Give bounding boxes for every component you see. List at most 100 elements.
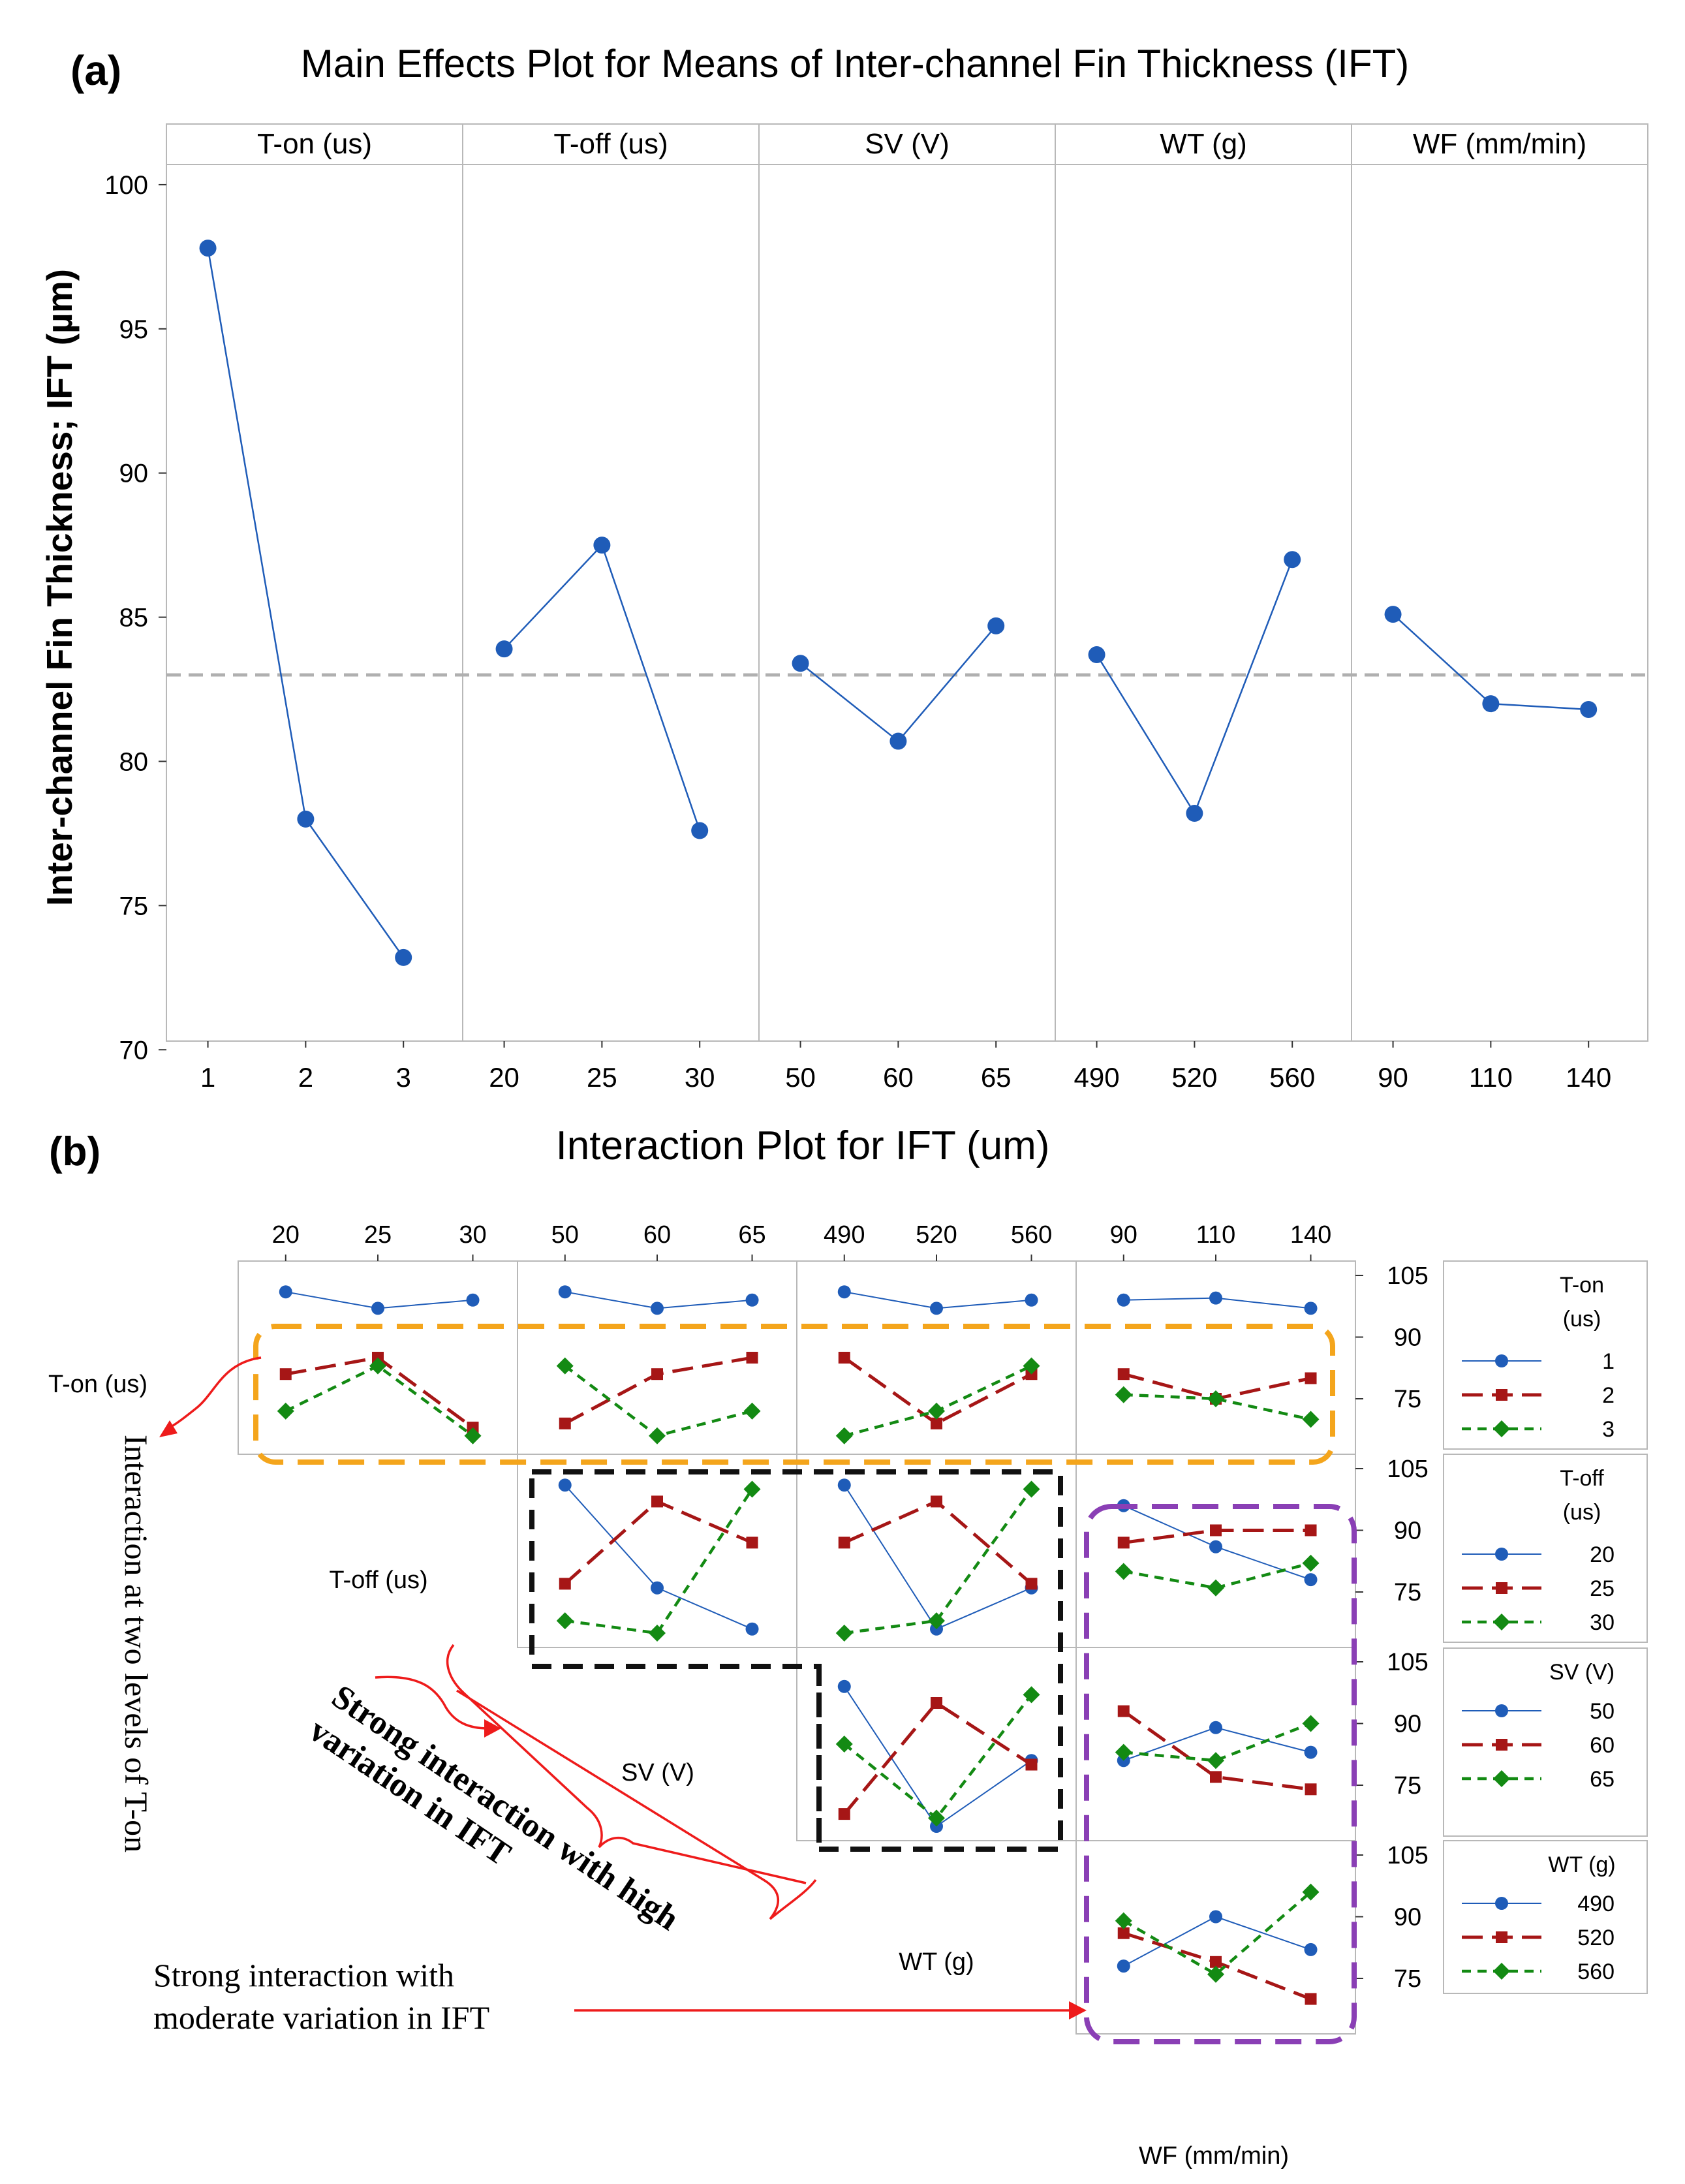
interaction-point <box>1304 1745 1318 1759</box>
x-tick-label: 140 <box>1566 1062 1611 1093</box>
main-effects-border <box>166 123 1648 1042</box>
main-effect-point <box>593 537 611 554</box>
legend-marker <box>1496 1931 1507 1943</box>
interaction-point <box>1025 1293 1038 1307</box>
row-factor-label: WT (g) <box>899 1948 974 1976</box>
right-y-tick-label: 105 <box>1387 1649 1428 1676</box>
legend-box <box>1443 1840 1648 1994</box>
black-highlight-box-1 <box>529 1469 1063 1852</box>
x-tick-label: 20 <box>489 1062 519 1093</box>
interaction-point <box>1302 1883 1320 1901</box>
interaction-point <box>1209 1291 1222 1305</box>
legend-entry-label: 60 <box>1590 1733 1615 1758</box>
interaction-point <box>651 1581 664 1595</box>
bottom-x-factor-label: WF (mm/min) <box>1139 2142 1289 2170</box>
legend-marker <box>1493 1420 1510 1437</box>
row-factor-label: SV (V) <box>621 1759 694 1786</box>
interaction-point <box>837 1679 851 1693</box>
x-tick-label: 65 <box>981 1062 1012 1093</box>
y-tick-label: 75 <box>119 892 149 920</box>
right-y-tick-label: 75 <box>1394 1386 1421 1413</box>
interaction-line <box>1123 1561 1312 1590</box>
top-x-tick-label: 20 <box>272 1221 300 1249</box>
legend-box <box>1443 1260 1648 1450</box>
interaction-point <box>649 1427 666 1444</box>
brace-large <box>456 1689 817 1920</box>
interaction-point <box>838 1352 850 1364</box>
main-effect-point <box>395 948 412 966</box>
interaction-point <box>371 1302 384 1315</box>
factor-header-label: WT (g) <box>1160 128 1247 160</box>
main-effect-point <box>1482 695 1500 713</box>
interaction-point <box>1023 1357 1040 1375</box>
top-x-tick-label: 60 <box>643 1221 671 1249</box>
main-effect-point <box>1186 804 1203 822</box>
interaction-line <box>1123 1722 1312 1762</box>
interaction-point <box>558 1478 572 1492</box>
right-y-tick-label: 90 <box>1394 1324 1421 1352</box>
top-x-tick-label: 520 <box>916 1221 957 1249</box>
interaction-point <box>1117 1368 1130 1381</box>
interaction-point <box>837 1478 851 1492</box>
annotation-arrows <box>159 1356 1087 2020</box>
legend-entry-label: 1 <box>1602 1349 1615 1374</box>
factor-header-label: SV (V) <box>865 128 950 160</box>
interaction-line <box>843 1356 1032 1426</box>
legend-marker <box>1495 1354 1508 1367</box>
legend-entry-label: 2 <box>1602 1383 1615 1408</box>
main-effect-point <box>297 810 315 828</box>
curved-arrow-left <box>166 1356 262 1431</box>
panel-b-label: (b) <box>49 1129 100 1174</box>
interaction-point <box>835 1625 853 1642</box>
right-y-tick-label: 75 <box>1394 1965 1421 1993</box>
interaction-point <box>1209 1540 1222 1553</box>
interaction-line <box>1122 1709 1311 1791</box>
main-effect-line <box>799 625 997 743</box>
interaction-point <box>1210 1524 1222 1537</box>
interaction-point <box>745 1293 759 1307</box>
interaction-point <box>1305 1993 1317 2005</box>
legend-box <box>1443 1454 1648 1643</box>
interaction-point <box>928 1612 945 1630</box>
interaction-point <box>558 1285 572 1299</box>
row-factor-label: T-on (us) <box>48 1371 147 1398</box>
legend-marker <box>1496 1739 1507 1751</box>
interaction-point <box>1115 1563 1132 1580</box>
interaction-point <box>1117 1927 1130 1939</box>
main-effect-point <box>495 640 513 658</box>
right-y-tick-label: 105 <box>1387 1842 1428 1869</box>
y-tick-label: 70 <box>119 1036 149 1065</box>
x-tick-label: 2 <box>298 1062 313 1093</box>
top-x-tick-label: 90 <box>1110 1221 1137 1249</box>
interaction-point <box>279 1368 292 1381</box>
right-y-tick-label: 105 <box>1387 1456 1428 1483</box>
brace-small <box>446 1644 807 1884</box>
legend-title: T-on <box>1560 1273 1604 1298</box>
interaction-point <box>556 1357 574 1375</box>
interaction-point <box>835 1736 853 1753</box>
right-y-tick-label: 90 <box>1394 1711 1421 1738</box>
x-tick-label: 50 <box>785 1062 816 1093</box>
interaction-point <box>279 1285 292 1299</box>
annotation-t-on-levels: Interaction at two levels of T-on <box>118 1435 155 1852</box>
interaction-point <box>1117 1705 1130 1717</box>
interaction-point <box>1305 1783 1317 1796</box>
interaction-point <box>1305 1372 1317 1384</box>
right-y-tick-label: 105 <box>1387 1262 1428 1290</box>
interaction-point <box>1210 1771 1222 1783</box>
legend-entry-label: 30 <box>1590 1610 1615 1635</box>
x-tick-label: 520 <box>1171 1062 1217 1093</box>
main-effect-point <box>1580 700 1598 718</box>
legend-title: (us) <box>1563 1500 1601 1525</box>
interaction-point <box>559 1578 571 1590</box>
interaction-plot: T-on (us) 75 90 105 T-off (us) 75 90 105 SV (V) 7… <box>48 1221 1648 2170</box>
interaction-point <box>835 1427 853 1444</box>
x-tick-label: 3 <box>396 1062 411 1093</box>
interaction-line <box>564 1499 753 1585</box>
y-tick-label: 80 <box>119 747 149 776</box>
legend-marker <box>1495 1704 1508 1717</box>
interaction-point <box>928 1402 945 1420</box>
legend-marker <box>1495 1897 1508 1910</box>
interaction-point <box>1304 1573 1318 1587</box>
